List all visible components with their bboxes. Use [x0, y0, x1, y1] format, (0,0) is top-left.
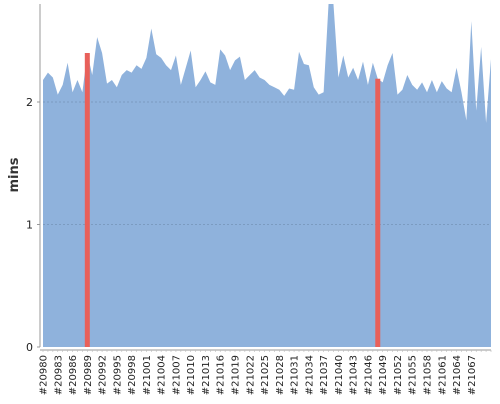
x-tick-label: #21016: [216, 355, 227, 395]
axes: [39, 4, 491, 351]
x-tick-label: #21013: [201, 355, 212, 395]
x-tick-label: #21064: [452, 355, 463, 395]
area-path: [43, 4, 491, 347]
x-tick-label: #21022: [245, 355, 256, 395]
x-tick-label: #21028: [275, 355, 286, 395]
highlight-bars: [84, 53, 381, 347]
x-tick-label: #21034: [304, 355, 315, 395]
highlight-bar-21048: [375, 78, 381, 347]
x-tick-label: #20992: [98, 355, 109, 395]
x-tick-label: #21040: [334, 355, 345, 395]
highlight-bar-20989: [84, 53, 90, 347]
x-tick-label: #21031: [290, 355, 301, 395]
x-tick-label: #21010: [186, 355, 197, 395]
x-tick-label: #21019: [231, 355, 242, 395]
x-tick-label: #21058: [423, 355, 434, 395]
area-series: [43, 4, 491, 347]
x-tick-label: #20989: [83, 355, 94, 395]
x-tick-label: #21043: [349, 355, 360, 395]
x-tick-label: #21007: [171, 355, 182, 395]
x-tick-label: #20998: [127, 355, 138, 395]
x-tick-label: #20983: [53, 355, 64, 395]
x-tick-label: #20986: [68, 355, 79, 395]
x-tick-labels: #20980 #20983 #20986 #20989 #20992 #20995 #209…: [39, 350, 492, 395]
x-tick-label: #21052: [393, 355, 404, 395]
x-tick-label: #21067: [467, 355, 478, 395]
x-tick-label: #20980: [39, 355, 50, 395]
x-tick-label: #21049: [378, 355, 389, 395]
x-tick-label: #20995: [112, 355, 123, 395]
x-tick-label: #21055: [408, 355, 419, 395]
x-tick-label: #21001: [142, 355, 153, 395]
y-tick-label-0: 0: [26, 341, 33, 354]
y-axis-label: mins: [7, 157, 22, 192]
y-tick-labels: 0 1 2: [26, 96, 40, 354]
y-tick-label-1: 1: [26, 219, 33, 232]
x-tick-label: #21025: [260, 355, 271, 395]
x-tick-label: #21061: [437, 355, 448, 395]
y-tick-label-2: 2: [26, 96, 33, 109]
x-tick-label: #21004: [157, 355, 168, 395]
x-tick-label: #21046: [363, 355, 374, 395]
x-tick-label: #21037: [319, 355, 330, 395]
